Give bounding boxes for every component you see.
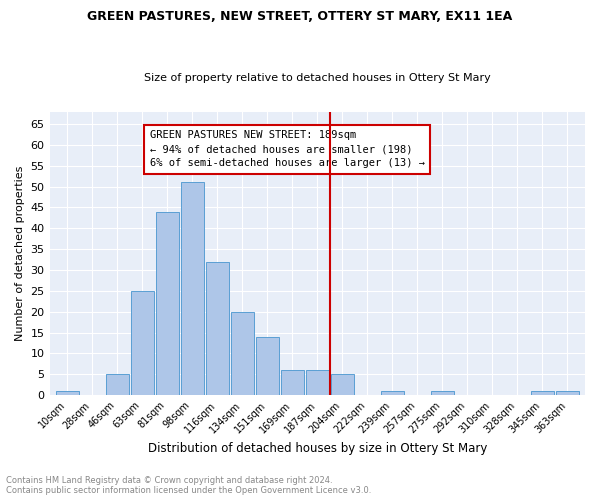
Bar	[306, 370, 329, 395]
Text: Contains HM Land Registry data © Crown copyright and database right 2024.
Contai: Contains HM Land Registry data © Crown c…	[6, 476, 371, 495]
Bar	[206, 262, 229, 395]
Bar	[256, 337, 279, 395]
Bar	[556, 391, 579, 395]
Bar	[431, 391, 454, 395]
Text: GREEN PASTURES, NEW STREET, OTTERY ST MARY, EX11 1EA: GREEN PASTURES, NEW STREET, OTTERY ST MA…	[88, 10, 512, 23]
Bar	[230, 312, 254, 395]
Bar	[56, 391, 79, 395]
Bar	[281, 370, 304, 395]
Bar	[331, 374, 354, 395]
Y-axis label: Number of detached properties: Number of detached properties	[15, 166, 25, 341]
Title: Size of property relative to detached houses in Ottery St Mary: Size of property relative to detached ho…	[144, 73, 491, 83]
Bar	[531, 391, 554, 395]
X-axis label: Distribution of detached houses by size in Ottery St Mary: Distribution of detached houses by size …	[148, 442, 487, 455]
Bar	[106, 374, 128, 395]
Bar	[155, 212, 179, 395]
Bar	[181, 182, 203, 395]
Bar	[381, 391, 404, 395]
Bar	[131, 291, 154, 395]
Text: GREEN PASTURES NEW STREET: 189sqm
← 94% of detached houses are smaller (198)
6% : GREEN PASTURES NEW STREET: 189sqm ← 94% …	[149, 130, 425, 168]
